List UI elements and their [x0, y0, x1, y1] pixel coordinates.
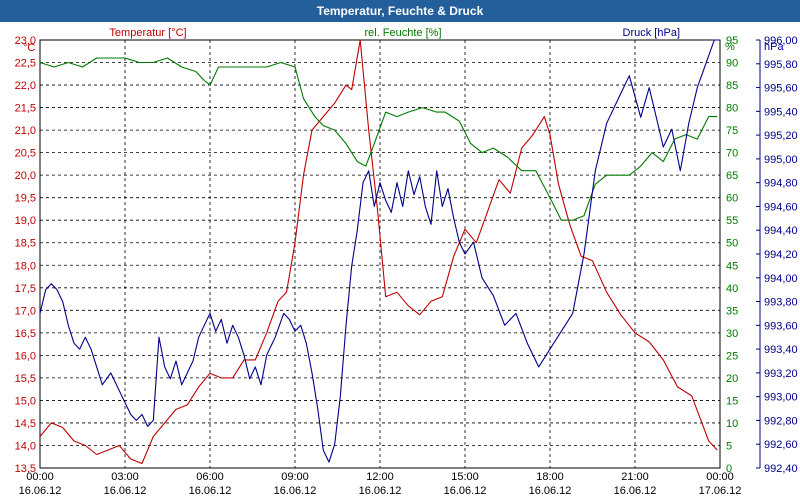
pressure-tick-label: 994,40 [764, 225, 798, 237]
temperature-tick-label: 15,5 [15, 373, 36, 385]
date-tick-label: 17.06.12 [699, 485, 742, 497]
temperature-tick-label: 21,5 [15, 103, 36, 115]
humidity-tick-label: 60 [726, 193, 738, 205]
time-tick-label: 18:00 [536, 471, 564, 483]
humidity-series-line [39, 57, 718, 221]
series-lines [39, 39, 720, 465]
date-tick-label: 16.06.12 [19, 485, 62, 497]
plot-frame [39, 39, 721, 469]
temperature-axis: 13,5 14,0 14,5 15,0 15,5 16,0 16,5 17,0 17,5 18,0… [15, 35, 36, 475]
temperature-tick-label: 18,0 [15, 260, 36, 272]
humidity-tick-label: 85 [726, 80, 738, 92]
pressure-axis: 992,40 992,60 992,80 993,00 993,20 993,40 993,… [756, 35, 798, 475]
temperature-tick-label: 15,0 [15, 395, 36, 407]
temperature-series-line [39, 39, 718, 465]
pressure-tick-label: 995,20 [764, 130, 798, 142]
temperature-tick-label: 21,0 [15, 125, 36, 137]
humidity-tick-label: 5 [726, 440, 732, 452]
humidity-tick-label: 95 [726, 35, 738, 47]
humidity-tick-label: 0 [726, 463, 732, 475]
window-title: Temperatur, Feuchte & Druck [0, 0, 800, 22]
temperature-tick-label: 23,0 [15, 35, 36, 47]
pressure-tick-label: 992,60 [764, 439, 798, 451]
humidity-tick-label: 70 [726, 148, 738, 160]
time-tick-label: 06:00 [196, 471, 224, 483]
time-tick-label: 12:00 [366, 471, 394, 483]
pressure-tick-label: 996,00 [764, 35, 798, 47]
pressure-tick-label: 995,40 [764, 106, 798, 118]
temperature-tick-label: 18,5 [15, 238, 36, 250]
time-tick-label: 21:00 [621, 471, 649, 483]
date-tick-label: 16.06.12 [614, 485, 657, 497]
time-tick-label: 00:00 [26, 471, 54, 483]
humidity-tick-label: 90 [726, 58, 738, 70]
pressure-tick-label: 993,60 [764, 320, 798, 332]
date-tick-label: 16.06.12 [189, 485, 232, 497]
pressure-tick-label: 995,80 [764, 59, 798, 71]
humidity-tick-label: 75 [726, 125, 738, 137]
pressure-tick-label: 992,40 [764, 463, 798, 475]
pressure-tick-label: 993,00 [764, 392, 798, 404]
temperature-tick-label: 20,0 [15, 170, 36, 182]
temperature-unit-label: °C [23, 42, 35, 54]
time-tick-label: 03:00 [111, 471, 139, 483]
temperature-tick-label: 22,5 [15, 58, 36, 70]
pressure-tick-label: 995,60 [764, 83, 798, 95]
time-tick-label: 15:00 [451, 471, 479, 483]
humidity-tick-label: 20 [726, 373, 738, 385]
temperature-axis-title: Temperatur [°C] [109, 27, 186, 39]
humidity-tick-label: 55 [726, 215, 738, 227]
temperature-tick-label: 17,5 [15, 283, 36, 295]
humidity-tick-label: 40 [726, 283, 738, 295]
date-tick-label: 16.06.12 [529, 485, 572, 497]
temperature-tick-label: 14,5 [15, 418, 36, 430]
date-tick-label: 16.06.12 [359, 485, 402, 497]
humidity-tick-label: 15 [726, 395, 738, 407]
temperature-tick-label: 16,5 [15, 328, 36, 340]
pressure-tick-label: 994,00 [764, 273, 798, 285]
temperature-tick-label: 20,5 [15, 148, 36, 160]
humidity-tick-label: 45 [726, 260, 738, 272]
pressure-axis-title: Druck [hPa] [623, 27, 680, 39]
temperature-tick-label: 16,0 [15, 350, 36, 362]
pressure-tick-label: 993,20 [764, 368, 798, 380]
pressure-tick-label: 993,40 [764, 344, 798, 356]
temperature-tick-label: 19,5 [15, 193, 36, 205]
humidity-tick-label: 10 [726, 418, 738, 430]
date-tick-label: 16.06.12 [444, 485, 487, 497]
humidity-tick-label: 65 [726, 170, 738, 182]
temperature-tick-label: 17,0 [15, 305, 36, 317]
pressure-series-line [39, 39, 720, 463]
humidity-unit-label: % [725, 41, 735, 53]
humidity-axis-title: rel. Feuchte [%] [364, 27, 441, 39]
humidity-tick-label: 80 [726, 103, 738, 115]
time-tick-label: 00:00 [706, 471, 734, 483]
humidity-tick-label: 25 [726, 350, 738, 362]
temperature-tick-label: 14,0 [15, 440, 36, 452]
pressure-tick-label: 994,20 [764, 249, 798, 261]
date-tick-label: 16.06.12 [104, 485, 147, 497]
time-axis: 00:00 16.06.12 03:00 16.06.12 06:00 16.06.12 0… [19, 471, 742, 497]
pressure-tick-label: 992,80 [764, 415, 798, 427]
pressure-tick-label: 995,00 [764, 154, 798, 166]
axis-titles: °C Temperatur [°C] rel. Feuchte [%] % Dr… [23, 27, 784, 54]
grid [40, 39, 720, 469]
pressure-tick-label: 994,60 [764, 201, 798, 213]
humidity-tick-label: 50 [726, 238, 738, 250]
humidity-axis: 0 5 10 15 20 25 30 35 40 45 50 55 60 65 70 75 80 85 90 95 [726, 35, 738, 475]
pressure-tick-label: 994,80 [764, 178, 798, 190]
pressure-tick-label: 993,80 [764, 297, 798, 309]
pressure-unit-label: hPa [764, 41, 784, 53]
plot-border [39, 39, 721, 469]
time-tick-label: 09:00 [281, 471, 309, 483]
temperature-tick-label: 13,5 [15, 463, 36, 475]
date-tick-label: 16.06.12 [274, 485, 317, 497]
temperature-tick-label: 22,0 [15, 80, 36, 92]
humidity-tick-label: 30 [726, 328, 738, 340]
humidity-tick-label: 35 [726, 305, 738, 317]
temperature-tick-label: 19,0 [15, 215, 36, 227]
line-chart: 13,5 14,0 14,5 15,0 15,5 16,0 16,5 17,0 17,5 18,0… [15, 27, 798, 497]
